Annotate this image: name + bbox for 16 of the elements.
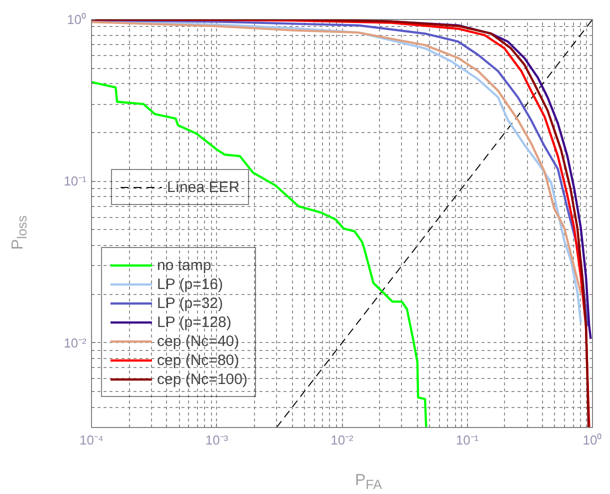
y-tick-label: 10⁻² <box>64 335 88 350</box>
legend-label: cep (Nc=80) <box>157 351 240 369</box>
legend-label: Línea EER <box>167 178 240 196</box>
x-tick-label: 10⁻³ <box>205 432 229 448</box>
x-tick-label: 10⁻¹ <box>456 432 480 448</box>
legend-label: LP (p=128) <box>157 313 232 331</box>
x-tick-label: 10⁻⁴ <box>79 432 104 448</box>
legend-label: cep (Nc=40) <box>157 332 240 350</box>
x-axis-title: P$_{FA}$ <box>355 471 382 494</box>
x-tick-label: 10⁰ <box>582 432 602 448</box>
legend-label: LP (p=32) <box>157 294 224 312</box>
legend-label: cep (Nc=100) <box>157 370 248 388</box>
x-tick-label: 10⁻² <box>330 432 354 448</box>
legend-label: LP (p=16) <box>157 275 224 293</box>
y-tick-label: 10⁻¹ <box>64 174 88 189</box>
y-tick-label: 10⁰ <box>67 12 87 27</box>
